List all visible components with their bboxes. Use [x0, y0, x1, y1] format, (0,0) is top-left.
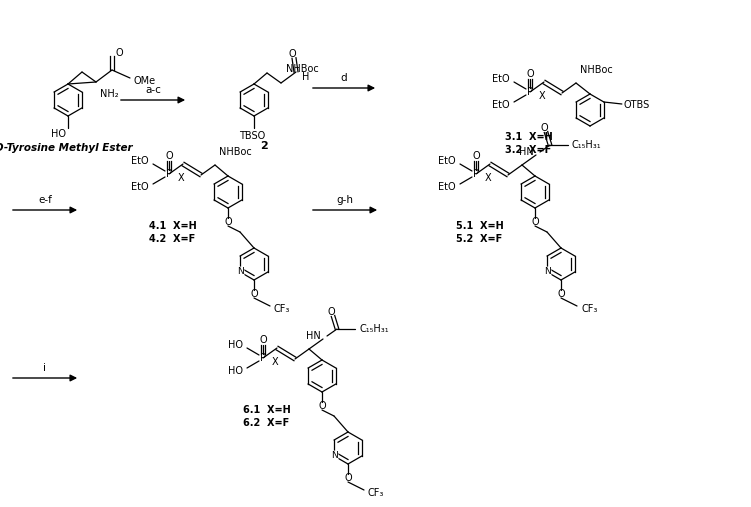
Text: 2: 2 — [260, 141, 268, 151]
Text: EtO: EtO — [131, 182, 149, 192]
Text: OMe: OMe — [133, 76, 155, 86]
Text: D-Tyrosine Methyl Ester: D-Tyrosine Methyl Ester — [0, 143, 133, 153]
Text: EtO: EtO — [439, 156, 456, 166]
Text: 4.1  X=H: 4.1 X=H — [149, 221, 197, 231]
Text: d: d — [341, 73, 347, 83]
Text: HN: HN — [519, 147, 534, 157]
Text: HO: HO — [228, 340, 243, 350]
Text: O: O — [288, 49, 296, 59]
Text: CF₃: CF₃ — [274, 304, 291, 314]
Text: 6.2  X=F: 6.2 X=F — [243, 418, 289, 428]
Text: N: N — [237, 268, 243, 276]
Text: TBSO: TBSO — [239, 131, 265, 141]
Text: X: X — [178, 173, 184, 183]
Text: g-h: g-h — [336, 195, 354, 205]
Text: O: O — [250, 289, 258, 299]
Text: NHBoc: NHBoc — [219, 147, 252, 157]
Text: N: N — [330, 452, 337, 460]
Text: O: O — [472, 151, 480, 161]
Text: HO: HO — [51, 129, 66, 139]
Text: O: O — [318, 401, 326, 411]
Text: e-f: e-f — [38, 195, 52, 205]
Text: O: O — [540, 123, 547, 133]
Text: O: O — [327, 307, 335, 317]
Text: X: X — [272, 357, 279, 367]
Text: EtO: EtO — [493, 74, 510, 84]
Text: 3.2  X=F: 3.2 X=F — [505, 145, 551, 155]
Text: C₁₅H₃₁: C₁₅H₃₁ — [572, 140, 602, 150]
Text: EtO: EtO — [131, 156, 149, 166]
Text: X: X — [538, 91, 545, 101]
Text: O: O — [526, 69, 534, 79]
Text: P: P — [166, 169, 172, 179]
Text: O: O — [225, 217, 232, 227]
Text: C₁₅H₃₁: C₁₅H₃₁ — [359, 324, 388, 334]
Text: X: X — [484, 173, 491, 183]
Text: 4.2  X=F: 4.2 X=F — [149, 234, 195, 244]
Text: O: O — [116, 48, 124, 58]
Text: a-c: a-c — [145, 85, 161, 95]
Text: HO: HO — [228, 366, 243, 376]
Text: OTBS: OTBS — [624, 100, 650, 110]
Text: EtO: EtO — [439, 182, 456, 192]
Text: O: O — [557, 289, 565, 299]
Text: P: P — [260, 353, 266, 363]
Text: 3.1  X=H: 3.1 X=H — [505, 132, 553, 142]
Text: P: P — [473, 169, 479, 179]
Text: NHBoc: NHBoc — [580, 65, 613, 75]
Text: N: N — [544, 268, 550, 276]
Text: NHBoc: NHBoc — [286, 64, 318, 74]
Text: CF₃: CF₃ — [368, 488, 385, 498]
Text: i: i — [44, 363, 47, 373]
Text: NH₂: NH₂ — [100, 89, 119, 99]
Text: P: P — [527, 87, 533, 97]
Text: 5.1  X=H: 5.1 X=H — [456, 221, 504, 231]
Text: 5.2  X=F: 5.2 X=F — [456, 234, 502, 244]
Text: CF₃: CF₃ — [581, 304, 597, 314]
Text: O: O — [344, 473, 351, 483]
Text: HN: HN — [306, 331, 321, 341]
Text: EtO: EtO — [493, 100, 510, 110]
Text: H: H — [302, 72, 309, 82]
Text: O: O — [531, 217, 538, 227]
Text: 6.1  X=H: 6.1 X=H — [243, 405, 291, 415]
Text: O: O — [165, 151, 173, 161]
Text: O: O — [259, 335, 267, 345]
